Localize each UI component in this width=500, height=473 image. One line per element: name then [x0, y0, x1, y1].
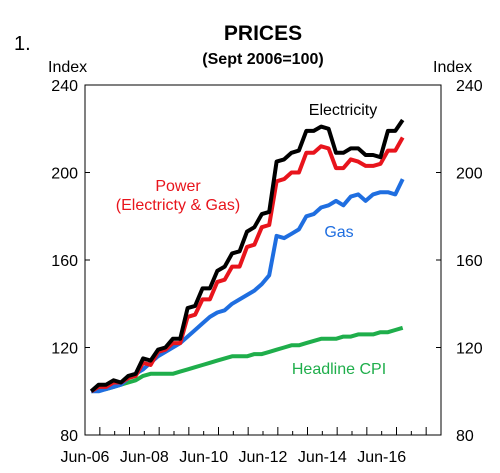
y-tick-label-right: 120	[456, 341, 483, 358]
x-tick-label: Jun-16	[357, 449, 406, 466]
plot-frame	[84, 84, 442, 436]
series-line-headline-cpi	[90, 325, 404, 394]
figure-number: 1.	[14, 33, 31, 55]
x-tick-label: Jun-06	[61, 449, 110, 466]
y-tick-label-left: 200	[51, 166, 78, 183]
chart-subtitle: (Sept 2006=100)	[202, 51, 323, 68]
y-axis-label-right: Index	[433, 59, 472, 76]
y-tick-label-right: 80	[456, 428, 474, 445]
y-tick-label-left: 80	[60, 428, 78, 445]
y-tick-label-left: 240	[51, 78, 78, 95]
label-headline-cpi: Headline CPI	[292, 361, 386, 378]
series-line-power	[90, 136, 405, 394]
label-power: Power (Electricty & Gas)	[116, 178, 240, 214]
series-line-gas	[91, 178, 405, 394]
y-tick-label-right: 240	[456, 78, 483, 95]
x-tick-label: Jun-12	[239, 449, 288, 466]
x-tick-label: Jun-10	[179, 449, 228, 466]
y-tick-label-left: 160	[51, 253, 78, 270]
label-electricity: Electricity	[309, 102, 377, 119]
x-tick-label: Jun-14	[298, 449, 347, 466]
y-tick-label-left: 120	[51, 341, 78, 358]
x-tick-label: Jun-08	[120, 449, 169, 466]
y-tick-label-right: 200	[456, 166, 483, 183]
label-gas: Gas	[324, 224, 353, 241]
series-line-electricity	[89, 118, 405, 393]
y-axis-label-left: Index	[48, 59, 87, 76]
chart-title: PRICES	[224, 22, 302, 45]
y-tick-label-right: 160	[456, 253, 483, 270]
